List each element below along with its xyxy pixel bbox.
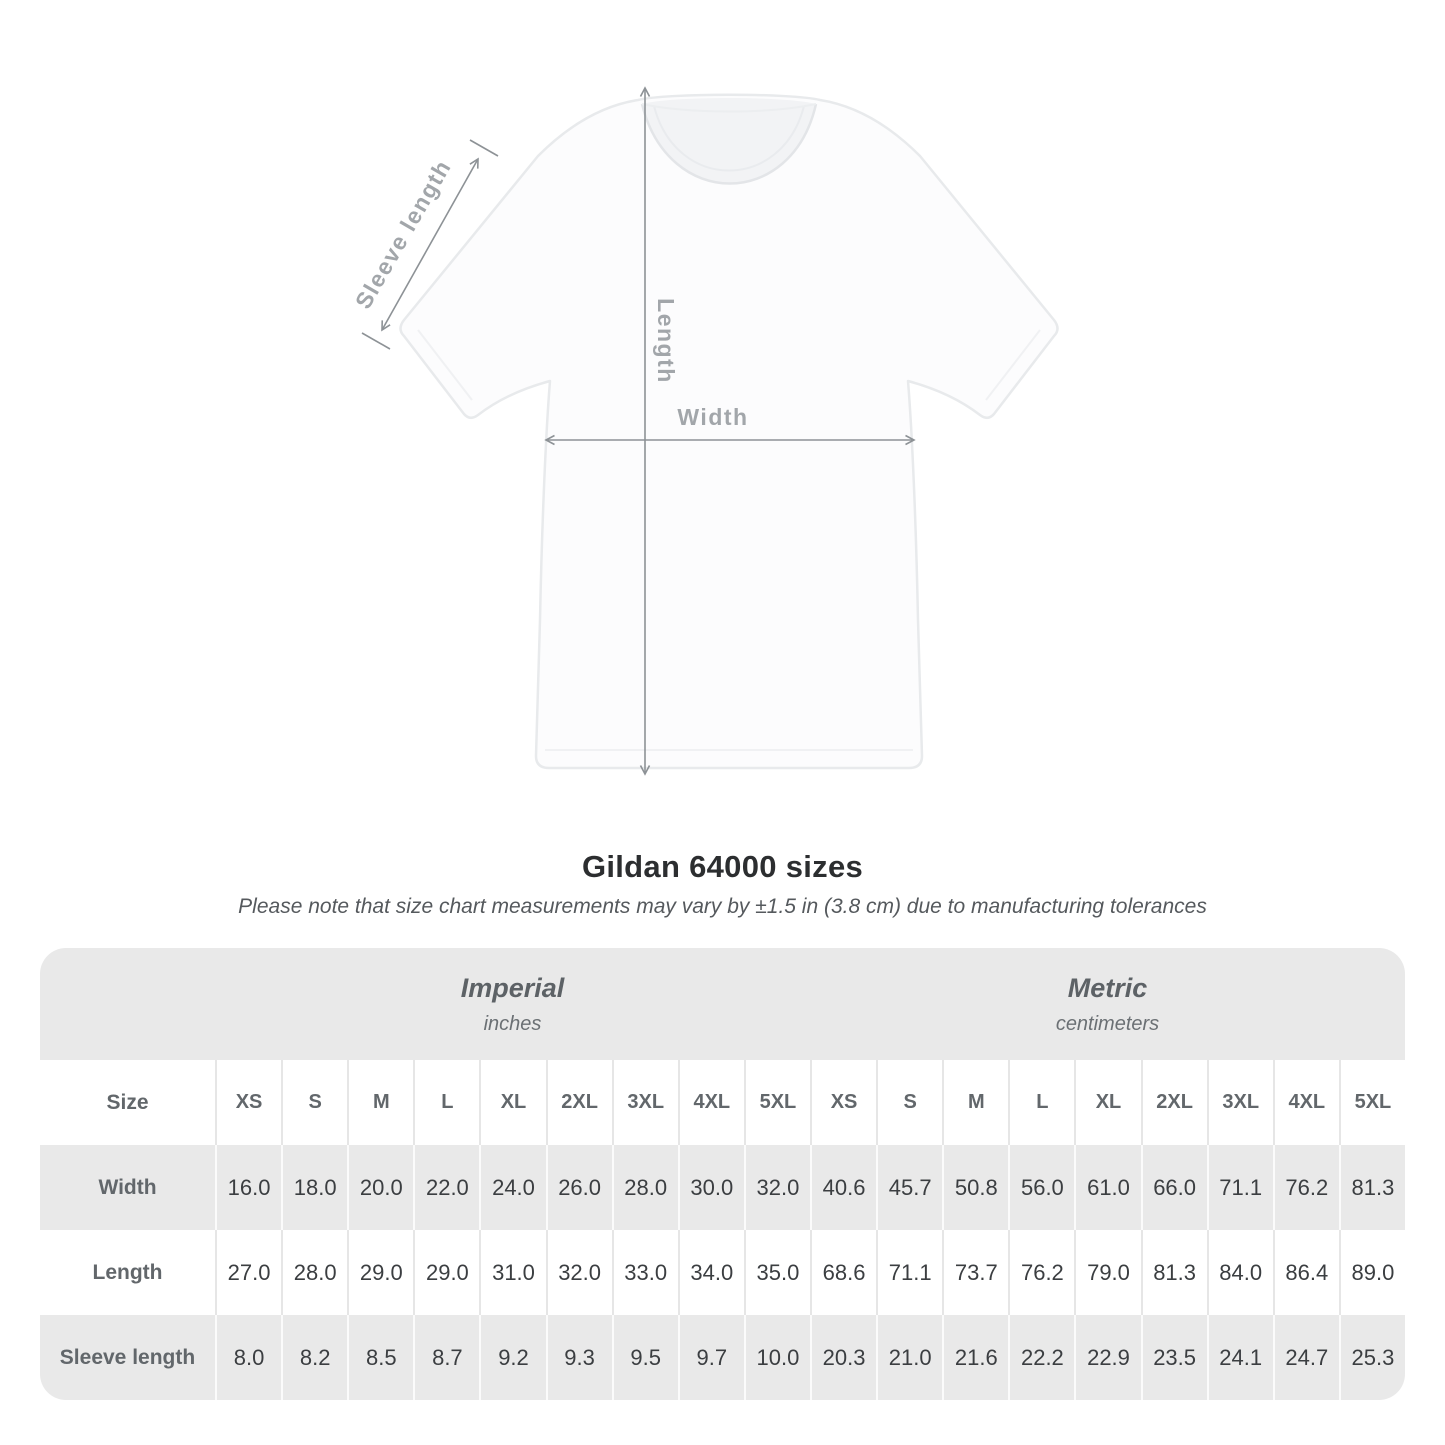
value-cell: 76.2 (1008, 1230, 1074, 1315)
value-cell: 24.1 (1206, 1315, 1273, 1400)
value-cell: 81.3 (1338, 1145, 1405, 1230)
value-cell: 8.2 (281, 1315, 347, 1400)
value-cell: 79.0 (1074, 1230, 1140, 1315)
value-cell: 61.0 (1074, 1145, 1140, 1230)
size-col-header: XS (215, 1060, 281, 1145)
row-label: Sleeve length (59, 1345, 196, 1369)
size-col-header: XS (810, 1060, 876, 1145)
row-label: Length (92, 1260, 163, 1284)
length-label: Length (653, 298, 679, 384)
value-cell: 9.2 (479, 1315, 545, 1400)
value-cell: 25.3 (1338, 1315, 1405, 1400)
sleeve-dimension-arrow (361, 139, 499, 350)
value-cell: 24.7 (1272, 1315, 1339, 1400)
imperial-title: Imperial (460, 972, 565, 1003)
size-table: Imperial inches Metric centimeters Size … (40, 948, 1405, 1400)
table-group-header: Imperial inches Metric centimeters (40, 948, 1405, 1060)
size-col-header: 5XL (743, 1060, 810, 1145)
size-col-header: 3XL (611, 1060, 678, 1145)
metric-section-header: Metric centimeters (810, 948, 1405, 1060)
value-cell: 16.0 (215, 1145, 281, 1230)
value-cell: 34.0 (677, 1230, 744, 1315)
value-cell: 9.7 (677, 1315, 744, 1400)
value-cell: 32.0 (743, 1145, 810, 1230)
size-col-header: L (1008, 1060, 1074, 1145)
size-col-header: XL (479, 1060, 545, 1145)
value-cell: 8.0 (215, 1315, 281, 1400)
size-col-header: 4XL (677, 1060, 744, 1145)
value-cell: 21.0 (876, 1315, 942, 1400)
value-cell: 8.5 (347, 1315, 413, 1400)
value-cell: 18.0 (281, 1145, 347, 1230)
size-col-header: 5XL (1338, 1060, 1405, 1145)
value-cell: 8.7 (413, 1315, 479, 1400)
tolerance-note: Please note that size chart measurements… (238, 895, 1207, 918)
tshirt-figure: Length Width Sleeve length (350, 86, 1059, 776)
size-header-row: Size XS S M L XL 2XL 3XL 4XL 5XL XS S M L XL 2XL 3XL 4XL… (40, 1060, 1405, 1145)
corner-cell (40, 948, 215, 1060)
value-cell: 84.0 (1206, 1230, 1273, 1315)
value-cell: 68.6 (810, 1230, 876, 1315)
size-col-header: 2XL (1140, 1060, 1207, 1145)
value-cell: 22.2 (1008, 1315, 1074, 1400)
value-cell: 40.6 (810, 1145, 876, 1230)
value-cell: 73.7 (942, 1230, 1008, 1315)
value-cell: 21.6 (942, 1315, 1008, 1400)
value-cell: 9.5 (611, 1315, 678, 1400)
value-cell: 22.0 (413, 1145, 479, 1230)
value-cell: 86.4 (1272, 1230, 1339, 1315)
value-cell: 71.1 (876, 1230, 942, 1315)
value-cell: 9.3 (545, 1315, 612, 1400)
metric-unit: centimeters (1055, 1012, 1160, 1035)
size-col-header: 3XL (1206, 1060, 1273, 1145)
value-cell: 26.0 (545, 1145, 612, 1230)
page-title: Gildan 64000 sizes (581, 849, 864, 884)
value-cell: 76.2 (1272, 1145, 1339, 1230)
value-cell: 23.5 (1140, 1315, 1207, 1400)
size-col-header: 4XL (1272, 1060, 1339, 1145)
value-cell: 20.3 (810, 1315, 876, 1400)
value-cell: 24.0 (479, 1145, 545, 1230)
row-label: Width (98, 1175, 157, 1199)
size-col-header: S (876, 1060, 942, 1145)
size-col-header: M (942, 1060, 1008, 1145)
table-row: Length 27.0 28.0 29.0 29.0 31.0 32.0 33.0 34.0 35… (40, 1230, 1405, 1315)
table-row: Sleeve length 8.0 8.2 8.5 8.7 9.2 9.3 9.5 9.7 10.… (40, 1315, 1405, 1400)
size-col-header: S (281, 1060, 347, 1145)
imperial-section-header: Imperial inches (215, 948, 810, 1060)
value-cell: 28.0 (611, 1145, 678, 1230)
size-col-header: 2XL (545, 1060, 612, 1145)
value-cell: 29.0 (347, 1230, 413, 1315)
value-cell: 10.0 (743, 1315, 810, 1400)
value-cell: 29.0 (413, 1230, 479, 1315)
value-cell: 66.0 (1140, 1145, 1207, 1230)
imperial-unit: inches (483, 1012, 542, 1035)
value-cell: 50.8 (942, 1145, 1008, 1230)
metric-title: Metric (1067, 972, 1148, 1003)
value-cell: 30.0 (677, 1145, 744, 1230)
value-cell: 22.9 (1074, 1315, 1140, 1400)
value-cell: 35.0 (743, 1230, 810, 1315)
value-cell: 20.0 (347, 1145, 413, 1230)
value-cell: 32.0 (545, 1230, 612, 1315)
size-col-header: L (413, 1060, 479, 1145)
size-col-header: M (347, 1060, 413, 1145)
size-col-header: XL (1074, 1060, 1140, 1145)
width-label: Width (677, 404, 748, 430)
value-cell: 33.0 (611, 1230, 678, 1315)
value-cell: 45.7 (876, 1145, 942, 1230)
value-cell: 71.1 (1206, 1145, 1273, 1230)
value-cell: 89.0 (1338, 1230, 1405, 1315)
value-cell: 28.0 (281, 1230, 347, 1315)
table-row: Width 16.0 18.0 20.0 22.0 24.0 26.0 28.0 30.0 32.… (40, 1145, 1405, 1230)
value-cell: 81.3 (1140, 1230, 1207, 1315)
value-cell: 56.0 (1008, 1145, 1074, 1230)
tshirt-graphic (399, 93, 1059, 770)
value-cell: 31.0 (479, 1230, 545, 1315)
size-row-label: Size (106, 1090, 149, 1114)
value-cell: 27.0 (215, 1230, 281, 1315)
